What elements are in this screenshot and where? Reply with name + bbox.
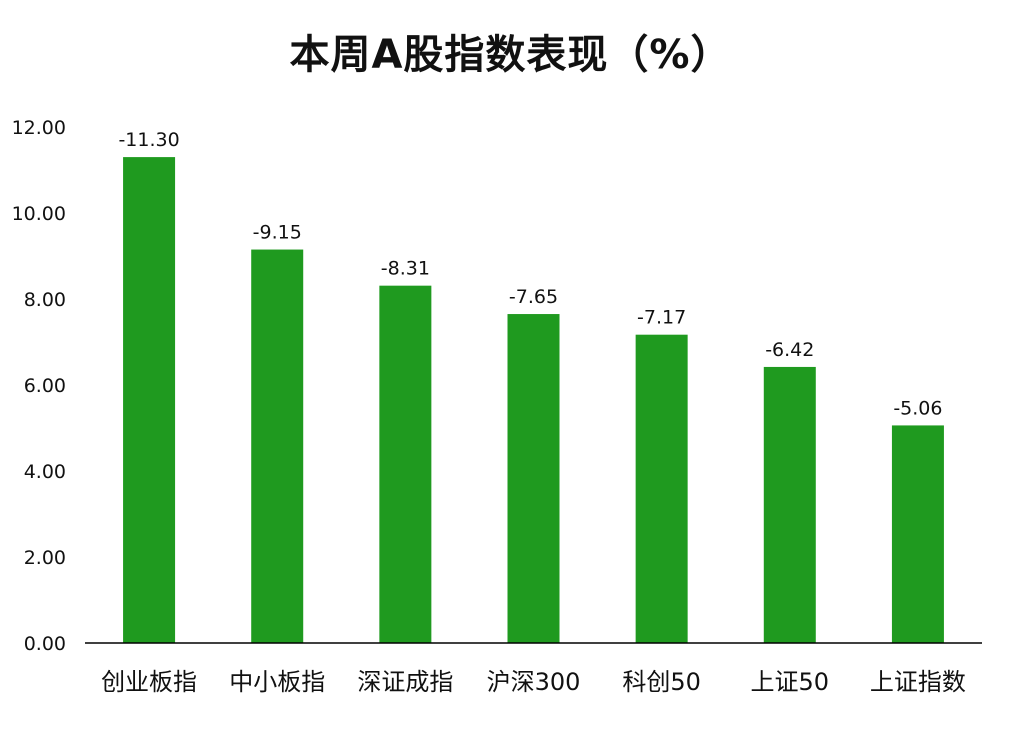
- x-category-label: 中小板指: [229, 668, 325, 696]
- bar: [123, 157, 176, 643]
- y-tick-label: 8.00: [24, 289, 66, 311]
- bars: [123, 157, 944, 644]
- x-category-label: 科创50: [622, 668, 701, 696]
- y-axis-ticks: 0.00 2.00 4.00 6.00 8.00 10.00 12.00: [12, 117, 66, 655]
- data-labels: -11.30 -9.15 -8.31 -7.65 -7.17 -6.42 -5.06: [118, 129, 942, 419]
- bar: [379, 285, 432, 643]
- chart-title: 本周A股指数表现（%）: [289, 32, 732, 78]
- bar-data-label: -5.06: [893, 397, 942, 419]
- x-category-label: 上证50: [751, 668, 830, 696]
- bar-data-label: -6.42: [765, 339, 814, 361]
- x-category-label: 上证指数: [870, 668, 966, 696]
- bar-data-label: -7.17: [637, 307, 686, 329]
- bar-data-label: -9.15: [253, 222, 302, 244]
- y-tick-label: 4.00: [24, 461, 66, 483]
- bar: [763, 366, 816, 643]
- bar: [251, 249, 304, 644]
- bar: [635, 334, 688, 643]
- x-category-label: 深证成指: [357, 668, 453, 696]
- bar: [507, 314, 560, 643]
- y-tick-label: 12.00: [12, 117, 66, 139]
- bar-data-label: -11.30: [118, 129, 179, 151]
- bar-data-label: -8.31: [381, 258, 430, 280]
- category-labels: 创业板指 中小板指 深证成指 沪深300 科创50 上证50 上证指数: [101, 668, 966, 696]
- y-tick-label: 6.00: [24, 375, 66, 397]
- y-tick-label: 10.00: [12, 203, 66, 225]
- bar-data-label: -7.65: [509, 286, 558, 308]
- bar: [891, 425, 944, 643]
- y-tick-label: 2.00: [24, 547, 66, 569]
- x-category-label: 沪深300: [487, 668, 581, 696]
- y-tick-label: 0.00: [24, 633, 66, 655]
- x-category-label: 创业板指: [101, 668, 197, 696]
